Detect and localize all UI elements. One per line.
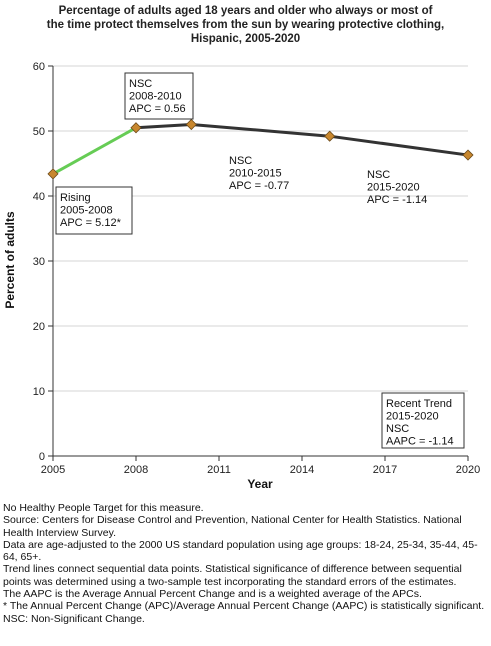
y-tick-label: 0 — [39, 451, 45, 463]
tick-labels: 0 10 20 30 40 50 60 2005 2008 2011 2014 2017 2020 — [33, 61, 480, 476]
data-point-marker — [462, 149, 474, 161]
segment-annotation-text: 2008-2010 — [129, 91, 182, 103]
y-tick-label: 30 — [33, 256, 45, 268]
trend-segment — [134, 123, 193, 130]
segment-annotation-text: Rising — [60, 192, 91, 204]
line-chart: 0 10 20 30 40 50 60 2005 2008 2011 2014 2017 2020 Ri… — [3, 61, 480, 491]
footnote: * The Annual Percent Change (APC)/Averag… — [3, 600, 485, 613]
y-tick-label: 60 — [33, 61, 45, 73]
recent-trend-annotation-text: 2015-2020 — [386, 411, 439, 423]
y-tick-label: 10 — [33, 386, 45, 398]
footnote: Source: Centers for Disease Control and … — [3, 514, 462, 539]
grid — [53, 65, 468, 392]
x-tick-label: 2011 — [207, 464, 231, 476]
footnote: NSC: Non-Significant Change. — [3, 612, 145, 625]
recent-trend-annotation-text: AAPC = -1.14 — [386, 436, 454, 448]
data-point-marker — [130, 122, 142, 134]
segment-annotation-text: APC = 0.56 — [129, 103, 186, 115]
trend-lines — [51, 123, 470, 176]
chart-title-line: the time protect themselves from the sun… — [46, 19, 445, 31]
recent-trend-annotation-box — [381, 392, 465, 449]
data-point-marker — [185, 118, 197, 131]
data-markers — [47, 118, 474, 180]
y-tick-label: 40 — [33, 191, 45, 203]
footnote: The AAPC is the Average Annual Percent C… — [3, 588, 422, 601]
footnote: Trend lines connect sequential data poin… — [3, 563, 462, 588]
segment-annotation-box — [124, 72, 194, 120]
data-point-marker — [324, 130, 336, 142]
chart-title: Percentage of adults aged 18 years and o… — [10, 4, 481, 46]
y-tick-label: 50 — [33, 126, 45, 138]
recent-trend-annotation-text: NSC — [386, 423, 409, 435]
footnotes: No Healthy People Target for this measur… — [3, 502, 489, 625]
x-axis-title: Year — [247, 477, 273, 491]
segment-annotation-text: APC = -0.77 — [229, 180, 289, 192]
y-axis-title: Percent of adults — [3, 211, 17, 309]
footnote: No Healthy People Target for this measur… — [3, 502, 204, 514]
x-tick-label: 2008 — [124, 464, 148, 476]
x-tick-label: 2017 — [373, 464, 397, 476]
segment-annotation-text: APC = 5.12* — [60, 217, 122, 229]
segment-annotation-text: NSC — [129, 78, 152, 90]
x-tick-label: 2014 — [290, 464, 314, 476]
segment-annotation-box — [55, 186, 133, 235]
data-point-marker — [47, 168, 59, 180]
segment-annotation-text: 2005-2008 — [60, 205, 113, 217]
segment-annotation-text: 2015-2020 — [367, 182, 420, 194]
chart-title-line: Percentage of adults aged 18 years and o… — [58, 5, 433, 17]
x-tick-label: 2020 — [456, 464, 480, 476]
y-tick-label: 20 — [33, 321, 45, 333]
x-tick-label: 2005 — [41, 464, 65, 476]
trend-segment — [328, 134, 470, 157]
footnote: Data are age-adjusted to the 2000 US sta… — [3, 538, 478, 564]
segment-annotation-text: 2010-2015 — [229, 168, 282, 180]
segment-annotation-text: APC = -1.14 — [367, 194, 427, 206]
axes — [48, 65, 469, 461]
trend-segment — [189, 123, 332, 138]
recent-trend-annotation-text: Recent Trend — [386, 398, 452, 410]
chart-title-line: Hispanic, 2005-2020 — [190, 33, 301, 45]
segment-annotation-text: NSC — [229, 155, 252, 167]
segment-annotation-text: NSC — [367, 169, 390, 181]
trend-segment — [51, 126, 138, 176]
